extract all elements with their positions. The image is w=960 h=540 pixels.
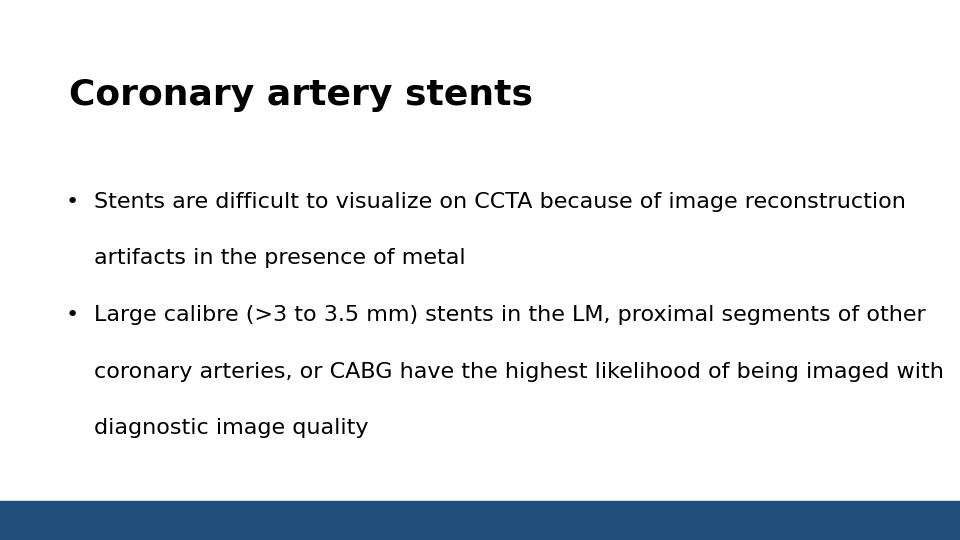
Text: Large calibre (>3 to 3.5 mm) stents in the LM, proximal segments of other: Large calibre (>3 to 3.5 mm) stents in t… [94,305,925,325]
Text: Coronary artery stents: Coronary artery stents [69,78,533,112]
Text: Stents are difficult to visualize on CCTA because of image reconstruction: Stents are difficult to visualize on CCT… [94,192,906,212]
Text: •: • [65,192,79,212]
Text: artifacts in the presence of metal: artifacts in the presence of metal [94,248,466,268]
Text: diagnostic image quality: diagnostic image quality [94,418,369,438]
Text: coronary arteries, or CABG have the highest likelihood of being imaged with: coronary arteries, or CABG have the high… [94,362,944,382]
Text: •: • [65,305,79,325]
